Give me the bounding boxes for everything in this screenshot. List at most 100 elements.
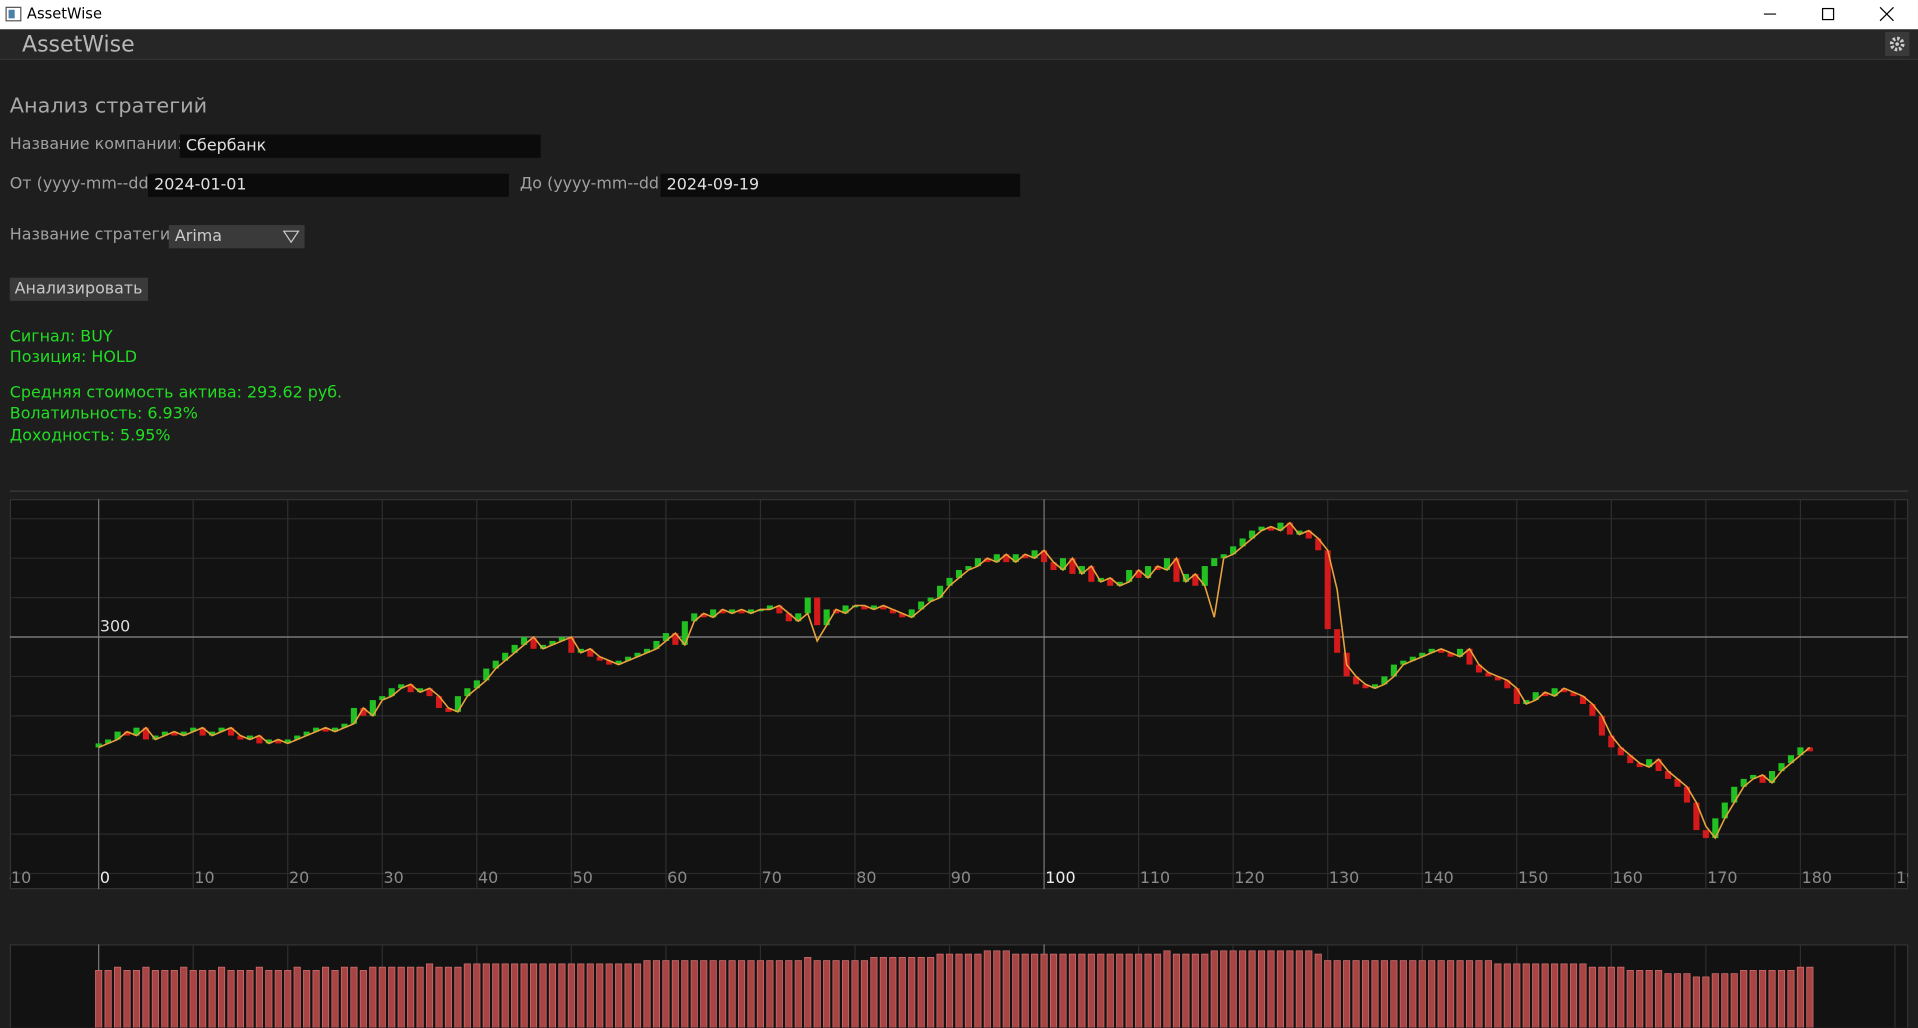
x-tick-label: 50 — [573, 868, 593, 887]
volume-bar — [756, 960, 764, 1028]
candle — [1466, 648, 1473, 665]
candle — [1126, 570, 1133, 582]
volume-bar — [1135, 953, 1143, 1028]
volume-bar — [652, 960, 661, 1028]
volume-bar — [548, 963, 557, 1028]
company-input[interactable]: Сбербанк — [179, 134, 541, 158]
volume-bar — [501, 963, 509, 1028]
volume-bar — [1447, 960, 1455, 1028]
prediction-line — [98, 521, 1811, 840]
candle — [1721, 802, 1728, 819]
price-chart: -10 0 10 20 30 40 50 60 70 80 90 100 110 120 130 140 150… — [9, 499, 1909, 890]
volume-bar — [1324, 960, 1332, 1028]
candle — [1636, 763, 1643, 768]
candle — [1163, 558, 1171, 571]
volume-bar — [1768, 970, 1776, 1028]
volume-bar — [1796, 966, 1804, 1028]
x-tick-label: 90 — [951, 868, 971, 887]
volume-bar — [1276, 950, 1284, 1028]
volume-bar — [775, 960, 783, 1028]
candle — [653, 640, 660, 649]
x-tick-label: 70 — [762, 868, 782, 887]
candle — [313, 727, 320, 732]
price-panel — [9, 499, 1909, 890]
volume-bar — [643, 960, 651, 1028]
volume-bar — [955, 953, 963, 1028]
signal: Сигнал: BUY — [9, 327, 113, 347]
candle — [473, 680, 480, 689]
x-tick-label: 140 — [1423, 868, 1453, 887]
analyze-button[interactable]: Анализировать — [9, 277, 148, 301]
candle — [1759, 774, 1766, 783]
candle — [1211, 558, 1218, 567]
candle — [407, 684, 414, 693]
candle — [1059, 558, 1067, 571]
candle — [1220, 554, 1227, 559]
candle — [123, 731, 131, 736]
from-input[interactable]: 2024-01-01 — [148, 173, 509, 197]
x-tick-label: 10 — [194, 868, 214, 887]
volume-bar — [1097, 953, 1105, 1028]
candle — [1400, 660, 1407, 665]
x-tick-label: 150 — [1518, 868, 1548, 887]
candle — [1589, 704, 1596, 716]
to-input[interactable]: 2024-09-19 — [660, 173, 1021, 197]
candle — [1041, 550, 1048, 563]
candle — [1249, 530, 1256, 539]
volume-bar — [1144, 953, 1152, 1028]
volume-bar — [1352, 960, 1360, 1028]
volume-bar — [1588, 966, 1596, 1028]
candle — [766, 605, 773, 610]
candle — [549, 640, 556, 645]
x-tick-label: 30 — [384, 868, 404, 887]
volume-bar — [766, 960, 774, 1028]
x-tick-label: 80 — [856, 868, 876, 887]
window-controls[interactable] — [1737, 0, 1918, 29]
candle — [1381, 676, 1388, 685]
average-price: Средняя стоимость актива: 293.62 руб. — [9, 384, 343, 403]
candle — [965, 566, 972, 571]
candle — [1419, 652, 1426, 657]
candle — [1230, 546, 1237, 555]
candle — [1457, 648, 1464, 657]
title-bar: AssetWise — [0, 0, 1918, 30]
candle — [615, 660, 622, 665]
candle — [1551, 688, 1558, 697]
candle — [558, 637, 565, 641]
candle — [1277, 522, 1284, 531]
volatility: Волатильность: 6.93% — [9, 404, 198, 424]
volume-bar — [615, 963, 623, 1028]
volume-bar — [889, 956, 897, 1028]
volume-bar — [132, 970, 141, 1028]
candle — [1542, 692, 1549, 697]
volume-bar — [435, 966, 443, 1028]
candle — [1447, 652, 1454, 657]
volume-bar — [1267, 950, 1275, 1028]
volume-bar — [1380, 960, 1388, 1028]
close[interactable] — [1879, 6, 1894, 22]
volume-bar — [662, 960, 670, 1028]
volume-bar — [492, 963, 500, 1028]
candle — [1390, 664, 1397, 677]
candle — [1683, 786, 1691, 803]
volume-bar — [927, 956, 935, 1028]
volume-bar — [1371, 960, 1379, 1028]
candle — [435, 696, 443, 708]
volume-bar — [1361, 960, 1370, 1028]
candle — [681, 621, 688, 645]
volume-bar — [359, 970, 367, 1028]
strategy-select[interactable]: Arima — [168, 225, 305, 249]
settings-button[interactable] — [1884, 31, 1910, 57]
volume-bar — [1305, 950, 1313, 1028]
x-tick-label: 0 — [100, 868, 110, 887]
volume-bar — [1522, 963, 1530, 1028]
candle — [1258, 526, 1265, 531]
volume-bar — [945, 953, 954, 1028]
volume-bar — [1673, 973, 1682, 1028]
restore[interactable] — [1821, 7, 1835, 21]
window-title: AssetWise — [26, 4, 102, 23]
volume-bar — [246, 970, 254, 1028]
volume-bar — [908, 956, 916, 1028]
x-tick-label: 180 — [1802, 868, 1832, 887]
